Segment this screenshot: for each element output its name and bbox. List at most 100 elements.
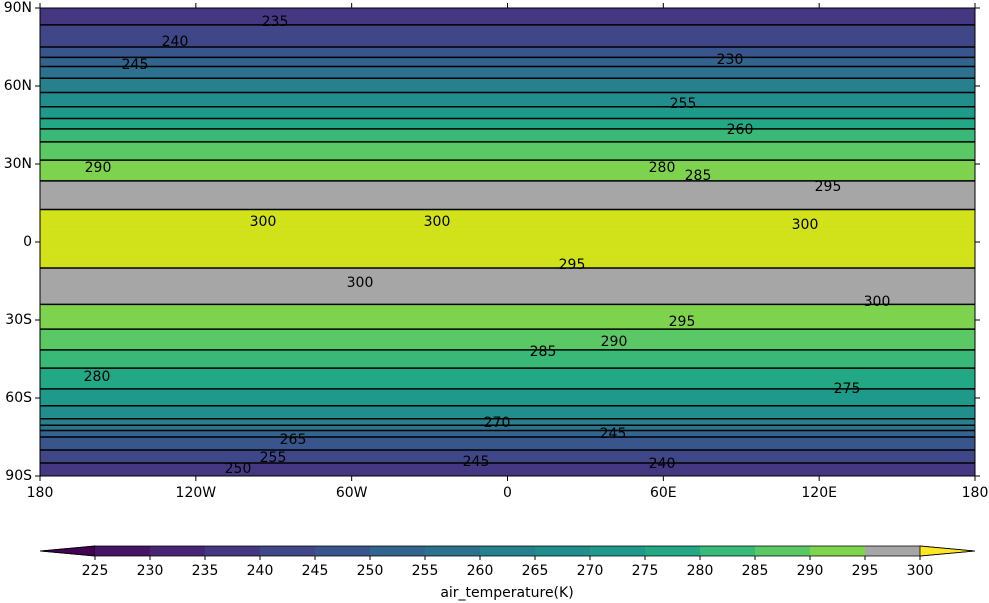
- temperature-band: [40, 226, 975, 229]
- temperature-band: [40, 412, 975, 415]
- temperature-band: [40, 196, 975, 199]
- temperature-band: [40, 453, 975, 456]
- temperature-band: [40, 446, 975, 448]
- temperature-band: [40, 338, 975, 340]
- colorbar-bin: [865, 546, 920, 556]
- temperature-band: [40, 24, 975, 27]
- temperature-band: [40, 444, 975, 447]
- temperature-band: [40, 11, 975, 14]
- temperature-band: [40, 422, 975, 425]
- temperature-band: [40, 243, 975, 246]
- temperature-band: [40, 372, 975, 374]
- temperature-band: [40, 122, 975, 125]
- contour-labels: 235 240 245 230 255 260 290 285 280 295 300 300 300 3…: [84, 14, 891, 477]
- temperature-band: [40, 297, 975, 300]
- contour-label: 295: [669, 314, 696, 330]
- x-tick-label: 180: [962, 485, 989, 501]
- temperature-band: [40, 321, 975, 324]
- temperature-band: [40, 282, 975, 285]
- temperature-band: [40, 44, 975, 47]
- temperature-band: [40, 271, 975, 274]
- temperature-band: [40, 465, 975, 468]
- temperature-band: [40, 287, 975, 290]
- y-tick-label: 30S: [5, 312, 32, 328]
- colorbar-bin: [535, 546, 590, 556]
- temperature-band: [40, 463, 975, 465]
- temperature-band: [40, 349, 975, 352]
- temperature-band: [40, 145, 975, 148]
- temperature-band: [40, 342, 975, 344]
- x-tick-label: 60W: [336, 485, 368, 501]
- temperature-band: [40, 252, 975, 255]
- temperature-band: [40, 391, 975, 394]
- temperature-band: [40, 314, 975, 317]
- temperature-band: [40, 41, 975, 44]
- temperature-band: [40, 143, 975, 145]
- temperature-band: [40, 128, 975, 131]
- temperature-band: [40, 336, 975, 339]
- contour-label: 255: [670, 96, 697, 112]
- temperature-band: [40, 132, 975, 135]
- temperature-band: [40, 160, 975, 162]
- temperature-band: [40, 369, 975, 372]
- temperature-band: [40, 299, 975, 301]
- temperature-band: [40, 308, 975, 311]
- contour-label: 250: [225, 461, 252, 477]
- temperature-band: [40, 9, 975, 12]
- temperature-band: [40, 245, 975, 248]
- temperature-band: [40, 379, 975, 382]
- temperature-band: [40, 295, 975, 298]
- temperature-band: [40, 204, 975, 207]
- temperature-band: [40, 407, 975, 409]
- colorbar-tick-label: 270: [577, 563, 604, 579]
- temperature-band: [40, 434, 975, 437]
- temperature-band: [40, 388, 975, 391]
- temperature-band: [40, 149, 975, 152]
- temperature-band: [40, 17, 975, 19]
- colorbar-tick-label: 280: [687, 563, 714, 579]
- temperature-band: [40, 312, 975, 314]
- contour-label: 280: [84, 369, 111, 385]
- temperature-band: [40, 106, 975, 109]
- contour-label: 300: [864, 294, 891, 310]
- temperature-band: [40, 270, 975, 273]
- colorbar-tick-label: 285: [742, 563, 769, 579]
- temperature-band: [40, 180, 975, 183]
- temperature-band: [40, 134, 975, 136]
- y-tick-label: 60S: [5, 390, 32, 406]
- temperature-band: [40, 386, 975, 389]
- temperature-band: [40, 60, 975, 62]
- temperature-band: [40, 431, 975, 434]
- temperature-band: [40, 15, 975, 18]
- temperature-band: [40, 225, 975, 227]
- temperature-band: [40, 34, 975, 36]
- temperature-band: [40, 214, 975, 217]
- temperature-band: [40, 53, 975, 56]
- temperature-band: [40, 307, 975, 309]
- temperature-band: [40, 334, 975, 337]
- temperature-band: [40, 447, 975, 450]
- temperature-band: [40, 178, 975, 181]
- temperature-band: [40, 32, 975, 35]
- temperature-band: [40, 305, 975, 308]
- colorbar-bin: [205, 546, 260, 556]
- colorbar-tick-label: 260: [467, 563, 494, 579]
- temperature-band: [40, 49, 975, 52]
- temperature-band: [40, 89, 975, 92]
- temperature-band: [40, 30, 975, 32]
- contour-label: 245: [122, 57, 149, 73]
- temperature-band: [40, 50, 975, 53]
- temperature-band: [40, 439, 975, 442]
- colorbar-label: air_temperature(K): [440, 585, 573, 601]
- temperature-band: [40, 460, 975, 463]
- colorbar-bin: [755, 546, 810, 556]
- temperature-band: [40, 43, 975, 45]
- temperature-band: [40, 138, 975, 140]
- temperature-band: [40, 182, 975, 184]
- temperature-band: [40, 190, 975, 192]
- contour-label: 275: [834, 381, 861, 397]
- temperature-band: [40, 260, 975, 262]
- contour-label: 300: [792, 217, 819, 233]
- temperature-band: [40, 174, 975, 177]
- colorbar-tick-label: 300: [907, 563, 934, 579]
